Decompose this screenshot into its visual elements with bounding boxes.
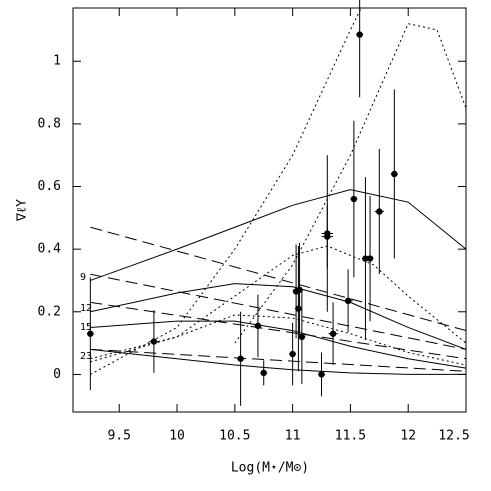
point bbox=[362, 255, 369, 262]
point bbox=[318, 371, 325, 378]
x-tick-label: 9.5 bbox=[107, 429, 130, 444]
point bbox=[344, 297, 352, 305]
x-tick-label: 11.5 bbox=[335, 429, 366, 444]
y-tick-label: 0.2 bbox=[38, 304, 61, 319]
point bbox=[366, 255, 374, 262]
model-line bbox=[90, 226, 466, 332]
model-line bbox=[90, 8, 362, 375]
point bbox=[260, 369, 267, 377]
point bbox=[295, 305, 302, 312]
point bbox=[298, 333, 306, 341]
model-line bbox=[90, 273, 466, 350]
point bbox=[376, 208, 383, 215]
model-line bbox=[90, 314, 466, 366]
point bbox=[356, 31, 363, 38]
point bbox=[254, 322, 262, 330]
x-tick-label: 12.5 bbox=[438, 429, 469, 444]
model-line bbox=[90, 301, 466, 360]
point bbox=[150, 338, 158, 345]
y-tick-label: 0.6 bbox=[38, 179, 61, 194]
point bbox=[324, 233, 331, 240]
model-line bbox=[234, 23, 466, 344]
model-line bbox=[90, 348, 466, 372]
point bbox=[296, 286, 303, 294]
data-points bbox=[86, 0, 398, 406]
x-tick-label: 11 bbox=[285, 429, 301, 444]
point bbox=[289, 350, 296, 358]
line-label: 15 bbox=[80, 322, 92, 333]
point bbox=[237, 355, 244, 362]
y-tick-label: 0 bbox=[53, 367, 61, 382]
point bbox=[350, 195, 358, 203]
x-tick-label: 10 bbox=[169, 429, 185, 444]
x-tick-label: 12 bbox=[400, 429, 416, 444]
model-lines bbox=[90, 8, 466, 375]
plot-frame bbox=[72, 7, 467, 413]
model-line bbox=[90, 189, 466, 281]
point bbox=[87, 330, 94, 337]
y-tick-label: 0.4 bbox=[38, 242, 62, 257]
x-axis-label: Log(M⋆/M⊙) bbox=[231, 461, 309, 476]
point bbox=[329, 330, 337, 337]
model-line bbox=[90, 245, 466, 360]
x-tick-label: 10.5 bbox=[219, 429, 250, 444]
y-tick-label: 0.8 bbox=[38, 116, 61, 131]
line-label: 23 bbox=[80, 351, 92, 362]
y-tick-label: 1 bbox=[53, 54, 61, 69]
point bbox=[391, 170, 398, 178]
line-label: 9 bbox=[80, 272, 86, 283]
line-label: 12 bbox=[80, 303, 92, 314]
y-axis-label: ∇ℓΥ bbox=[15, 199, 30, 222]
model-line bbox=[90, 283, 466, 350]
